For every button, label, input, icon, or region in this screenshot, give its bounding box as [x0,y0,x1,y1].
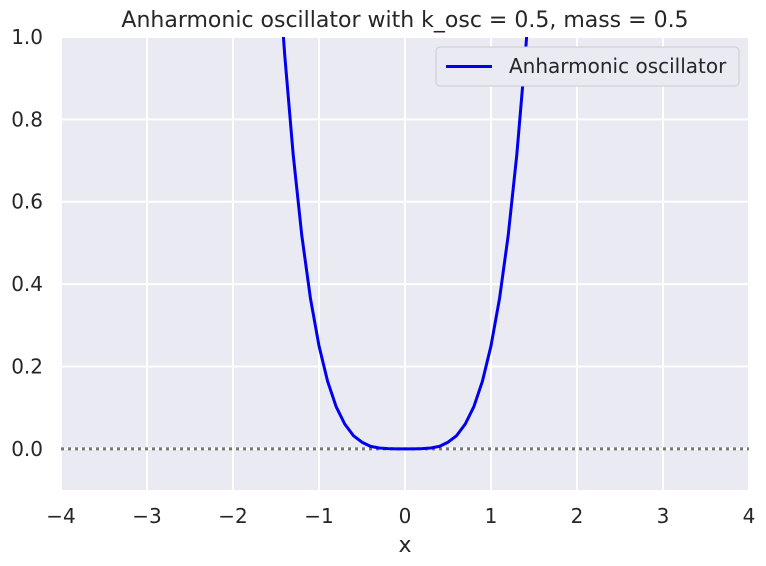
x-tick-label: −1 [304,504,333,528]
x-tick-label: −2 [218,504,247,528]
x-tick-label: 2 [571,504,584,528]
x-axis-label: x [398,533,411,558]
legend: Anharmonic oscillator [435,46,740,87]
legend-box [435,46,740,87]
y-tick-label: 0.2 [11,354,43,378]
y-tick-label: 1.0 [11,25,43,49]
chart-title: Anharmonic oscillator with k_osc = 0.5, … [121,8,688,33]
y-tick-label: 0.6 [11,190,43,214]
x-tick-label: 0 [399,504,412,528]
series-group [281,37,529,451]
y-tick-labels: 0.0 0.2 0.4 0.6 0.8 1.0 [11,25,43,461]
x-tick-labels: −4 −3 −2 −1 0 1 2 3 4 [46,504,755,528]
x-tick-label: 3 [657,504,670,528]
y-tick-label: 0.8 [11,107,43,131]
x-tick-label: −3 [132,504,161,528]
y-tick-label: 0.4 [11,272,43,296]
x-tick-label: 1 [485,504,498,528]
series-line [281,37,529,451]
legend-label: Anharmonic oscillator [509,54,727,78]
x-tick-label: −4 [46,504,75,528]
y-tick-label: 0.0 [11,437,43,461]
x-tick-label: 4 [743,504,756,528]
